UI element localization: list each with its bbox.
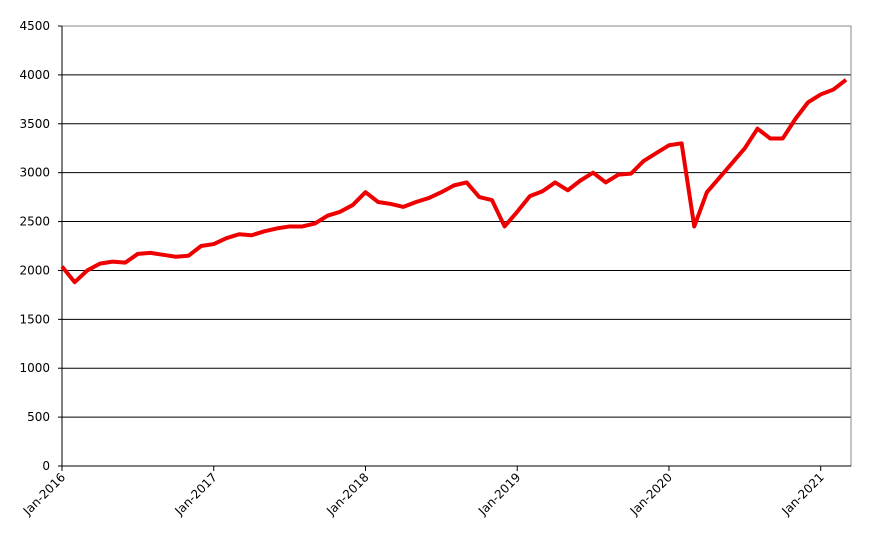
y-tick-label: 3500 [19, 117, 50, 131]
x-tick-label: Jan-2016 [20, 470, 68, 518]
y-tick-label: 0 [42, 459, 50, 473]
y-tick-label: 2000 [19, 263, 50, 277]
y-tick-label: 2500 [19, 215, 50, 229]
x-tick-label: Jan-2019 [475, 470, 523, 518]
y-tick-label: 1000 [19, 361, 50, 375]
x-tick-label: Jan-2020 [627, 470, 675, 518]
line-series [60, 78, 848, 285]
x-tick-label: Jan-2017 [172, 470, 220, 518]
y-tick-label: 1500 [19, 312, 50, 326]
y-tick-label: 500 [27, 410, 50, 424]
x-tick-label: Jan-2018 [323, 470, 371, 518]
y-tick-label: 4000 [19, 68, 50, 82]
y-tick-label: 4500 [19, 19, 50, 33]
x-tick-label: Jan-2021 [778, 470, 826, 518]
y-tick-label: 3000 [19, 166, 50, 180]
plot-frame [61, 25, 852, 467]
